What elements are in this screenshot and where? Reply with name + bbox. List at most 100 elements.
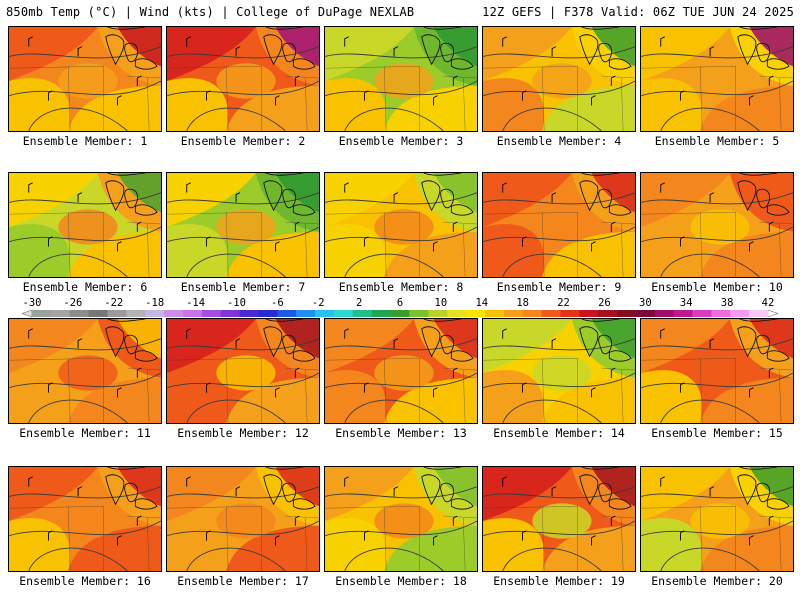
great-lakes-outline — [263, 27, 316, 70]
colorbar-tick-label: -26 — [63, 297, 82, 309]
wind-barb — [393, 486, 399, 497]
wind-barb — [660, 476, 665, 487]
state-borders — [9, 212, 161, 277]
temperature-map — [325, 319, 477, 423]
wind-barb — [28, 328, 33, 339]
wind-barb — [393, 338, 399, 349]
height-contour — [660, 547, 760, 571]
height-contour — [325, 486, 477, 499]
great-lakes-outline — [579, 319, 632, 362]
wind-barb — [522, 236, 527, 247]
state-borders — [641, 66, 793, 131]
colorbar-swatch — [447, 310, 467, 317]
wind-barb — [117, 535, 122, 546]
height-contour — [344, 107, 444, 131]
wind-barb — [117, 241, 122, 252]
wind-barb — [344, 328, 349, 339]
colorbar-tick-label: 42 — [762, 297, 775, 309]
ensemble-member-label: Ensemble Member: 3 — [338, 134, 464, 148]
temperature-map — [325, 173, 477, 277]
wind-barb — [749, 95, 754, 106]
wind-barb — [452, 75, 458, 86]
colorbar-swatch — [296, 310, 316, 317]
ensemble-member-label: Ensemble Member: 7 — [180, 280, 306, 294]
height-contour — [641, 486, 793, 499]
colorbar-tick-label: 6 — [397, 297, 403, 309]
great-lakes-outline — [737, 319, 790, 362]
height-contour — [167, 338, 319, 351]
height-contour — [483, 520, 635, 537]
wind-barb — [48, 90, 53, 101]
height-contour — [483, 486, 635, 499]
wind-barb — [344, 476, 349, 487]
wind-barb — [660, 36, 665, 47]
wind-barb — [294, 515, 300, 526]
wind-barb — [294, 75, 300, 86]
great-lakes-outline — [737, 173, 790, 216]
great-lakes-outline — [421, 27, 474, 70]
ensemble-member-map — [640, 26, 794, 132]
height-contour — [186, 253, 286, 277]
height-contour — [167, 372, 319, 389]
colorbar-swatch — [635, 310, 656, 317]
colorbar-swatch — [522, 310, 542, 317]
wind-barb — [275, 535, 280, 546]
great-lakes-outline — [421, 173, 474, 216]
colorbar-swatch — [315, 310, 335, 317]
great-lakes-outline — [421, 467, 474, 510]
height-contour — [9, 520, 161, 537]
great-lakes-outline — [737, 467, 790, 510]
colorbar-swatch — [277, 310, 297, 317]
state-borders — [167, 212, 319, 277]
height-contour — [167, 486, 319, 499]
wind-barb — [591, 241, 596, 252]
wind-barb — [48, 530, 53, 541]
wind-barb — [709, 338, 715, 349]
ensemble-member-label: Ensemble Member: 18 — [335, 574, 467, 588]
wind-barb — [749, 387, 754, 398]
wind-barb — [206, 236, 211, 247]
ensemble-member-label: Ensemble Member: 5 — [654, 134, 780, 148]
height-contour — [502, 547, 602, 571]
wind-barb — [275, 241, 280, 252]
ensemble-member-map — [166, 172, 320, 278]
wind-barb — [709, 192, 715, 203]
wind-barb — [136, 367, 142, 378]
temperature-map — [325, 27, 477, 131]
height-contour — [641, 46, 793, 59]
wind-barb — [452, 221, 458, 232]
wind-barb — [610, 221, 616, 232]
height-contour — [660, 107, 760, 131]
ensemble-member-map — [166, 466, 320, 572]
colorbar-tick-label: -30 — [23, 297, 42, 309]
wind-barb — [433, 241, 438, 252]
height-contour — [186, 547, 286, 571]
wind-barb — [680, 90, 685, 101]
ensemble-member-label: Ensemble Member: 10 — [651, 280, 783, 294]
colorbar-swatch — [50, 310, 71, 317]
colorbar-swatch — [579, 310, 599, 317]
great-lakes-outline — [105, 467, 158, 510]
ensemble-member-map — [324, 318, 478, 424]
height-contour — [9, 338, 161, 351]
colorbar-swatch — [428, 310, 448, 317]
height-contour — [344, 253, 444, 277]
wind-barb — [186, 328, 191, 339]
colorbar-swatch — [598, 310, 618, 317]
colorbar-swatch — [201, 310, 222, 317]
wind-barb — [28, 182, 33, 193]
height-contour — [167, 226, 319, 243]
ensemble-member-label: Ensemble Member: 16 — [19, 574, 151, 588]
colorbar-tick-label: 10 — [435, 297, 448, 309]
state-borders — [483, 212, 635, 277]
wind-barb — [344, 36, 349, 47]
colorbar-swatch — [692, 310, 712, 317]
temperature-map — [641, 27, 793, 131]
colorbar-tick-label: -10 — [227, 297, 246, 309]
state-borders — [483, 506, 635, 571]
wind-barb — [709, 46, 715, 57]
ensemble-member-map — [8, 172, 162, 278]
wind-barb — [768, 75, 774, 86]
state-borders — [641, 506, 793, 571]
wind-barb — [551, 46, 557, 57]
